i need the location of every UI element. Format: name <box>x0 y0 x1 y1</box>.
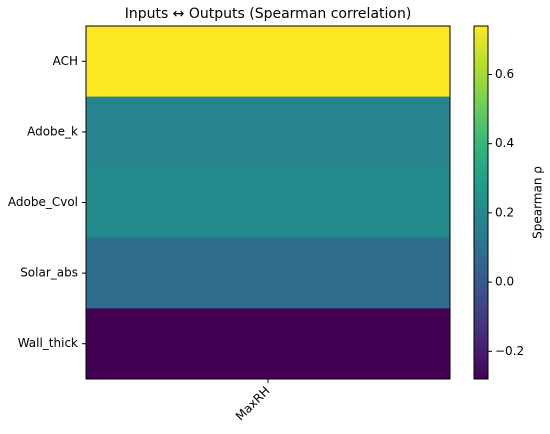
y-tick-label: Wall_thick <box>18 336 78 350</box>
y-tick-label: Solar_abs <box>20 266 78 280</box>
colorbar-tick-label: −0.2 <box>495 344 524 358</box>
colorbar-tick-label: 0.6 <box>495 67 514 81</box>
y-tick-label: ACH <box>53 54 78 68</box>
colorbar-label: Spearman ρ <box>531 166 545 239</box>
colorbar-tick-label: 0.2 <box>495 205 514 219</box>
heatmap-cell <box>86 237 451 309</box>
chart-title: Inputs ↔ Outputs (Spearman correlation) <box>125 6 412 22</box>
colorbar-tick-label: 0.4 <box>495 136 514 150</box>
y-tick-label: Adobe_k <box>27 124 78 138</box>
colorbar-tick-label: 0.0 <box>495 275 514 289</box>
colorbar <box>473 25 489 380</box>
x-tick-label: MaxRH <box>233 384 273 424</box>
heatmap-cell <box>86 96 451 168</box>
heatmap-cell <box>86 308 451 380</box>
heatmap-cell <box>86 167 451 239</box>
heatmap-cell <box>86 26 451 97</box>
y-tick-label: Adobe_Cvol <box>8 195 78 209</box>
